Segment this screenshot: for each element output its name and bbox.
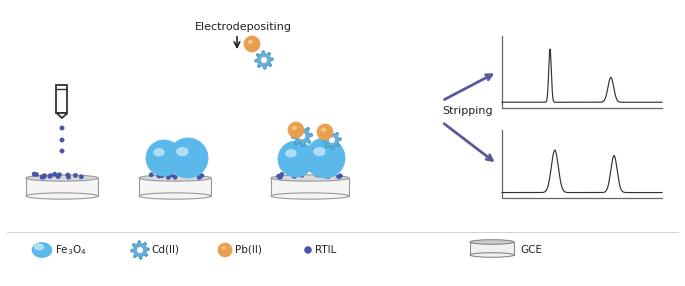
Ellipse shape: [286, 150, 296, 157]
Circle shape: [296, 172, 301, 176]
Text: Cd(II): Cd(II): [151, 245, 179, 255]
Circle shape: [305, 247, 312, 253]
Circle shape: [166, 175, 171, 180]
Circle shape: [66, 175, 71, 179]
Ellipse shape: [249, 40, 252, 43]
Ellipse shape: [314, 148, 325, 155]
Circle shape: [40, 175, 45, 179]
Circle shape: [149, 172, 153, 177]
Circle shape: [48, 174, 52, 178]
Circle shape: [60, 138, 64, 142]
Circle shape: [79, 175, 84, 179]
Circle shape: [329, 172, 333, 176]
Circle shape: [157, 174, 161, 178]
Circle shape: [178, 172, 183, 176]
Ellipse shape: [222, 247, 225, 249]
Circle shape: [146, 140, 182, 176]
Circle shape: [137, 247, 142, 253]
Circle shape: [183, 172, 187, 177]
Circle shape: [199, 173, 204, 178]
Circle shape: [58, 172, 62, 177]
Circle shape: [34, 172, 38, 177]
Circle shape: [329, 137, 335, 143]
Circle shape: [73, 173, 77, 178]
Ellipse shape: [32, 243, 52, 257]
Circle shape: [60, 149, 64, 153]
Circle shape: [288, 122, 304, 138]
Circle shape: [49, 174, 53, 178]
Polygon shape: [255, 51, 273, 69]
Ellipse shape: [321, 128, 325, 131]
Circle shape: [169, 173, 174, 177]
Circle shape: [299, 173, 304, 177]
Circle shape: [292, 174, 297, 178]
Circle shape: [60, 126, 64, 130]
Circle shape: [336, 174, 341, 179]
Ellipse shape: [139, 175, 211, 181]
Circle shape: [278, 141, 314, 177]
Polygon shape: [291, 126, 312, 146]
Circle shape: [32, 172, 36, 176]
Circle shape: [325, 174, 330, 179]
Ellipse shape: [26, 175, 98, 181]
Circle shape: [218, 243, 232, 257]
Text: Stripping: Stripping: [442, 106, 493, 116]
Ellipse shape: [177, 148, 188, 155]
Text: GCE: GCE: [520, 245, 542, 255]
Circle shape: [262, 57, 266, 63]
Polygon shape: [131, 241, 149, 259]
Circle shape: [168, 138, 208, 178]
Circle shape: [278, 174, 282, 179]
Circle shape: [158, 173, 162, 178]
Circle shape: [279, 172, 284, 177]
Circle shape: [305, 138, 345, 178]
Circle shape: [317, 173, 321, 177]
Circle shape: [277, 174, 281, 178]
Circle shape: [161, 172, 165, 176]
Circle shape: [338, 174, 342, 178]
Circle shape: [317, 124, 333, 140]
Circle shape: [53, 172, 57, 176]
Ellipse shape: [470, 253, 514, 257]
Text: Pb(II): Pb(II): [235, 245, 262, 255]
Polygon shape: [470, 242, 514, 255]
Circle shape: [41, 175, 46, 179]
Circle shape: [160, 174, 164, 178]
Ellipse shape: [34, 244, 44, 250]
Ellipse shape: [271, 193, 349, 199]
Circle shape: [56, 174, 60, 179]
Polygon shape: [139, 178, 211, 196]
Ellipse shape: [470, 240, 514, 244]
Ellipse shape: [139, 193, 211, 199]
Polygon shape: [26, 178, 98, 196]
Ellipse shape: [271, 175, 349, 181]
Circle shape: [197, 175, 201, 180]
Circle shape: [66, 173, 70, 177]
Ellipse shape: [154, 149, 164, 156]
Circle shape: [316, 172, 321, 177]
Circle shape: [173, 175, 177, 179]
Polygon shape: [271, 178, 349, 196]
Circle shape: [278, 175, 282, 180]
Ellipse shape: [292, 126, 297, 129]
Polygon shape: [56, 85, 68, 113]
Ellipse shape: [26, 193, 98, 199]
Text: RTIL: RTIL: [315, 245, 336, 255]
Polygon shape: [323, 131, 341, 149]
Polygon shape: [56, 113, 68, 118]
Circle shape: [299, 133, 305, 139]
Text: Fe$_3$O$_4$: Fe$_3$O$_4$: [55, 243, 87, 257]
Circle shape: [42, 174, 47, 178]
Text: Electrodepositing: Electrodepositing: [195, 22, 292, 32]
Circle shape: [244, 36, 260, 52]
Circle shape: [315, 172, 319, 177]
